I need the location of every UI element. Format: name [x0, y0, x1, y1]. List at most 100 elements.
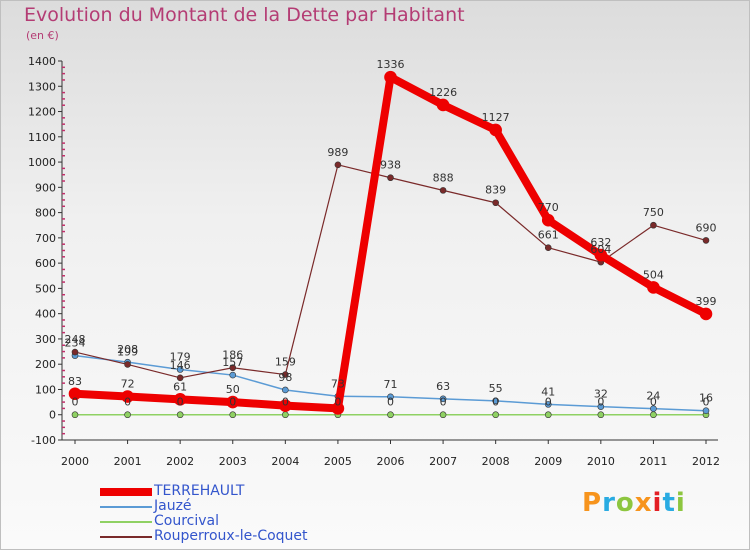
- data-label: 770: [538, 201, 559, 214]
- data-point: [439, 411, 447, 419]
- data-point: [71, 411, 79, 419]
- data-label: 1127: [482, 111, 510, 124]
- y-tick-label: 800: [35, 207, 56, 220]
- data-label: 661: [538, 229, 559, 242]
- logo-letter: o: [615, 488, 635, 518]
- data-point: [387, 393, 394, 401]
- data-label: 0: [650, 396, 657, 409]
- data-point: [492, 199, 499, 207]
- data-label: 179: [170, 351, 191, 364]
- legend-swatch: [100, 488, 152, 496]
- y-tick-label: 1000: [28, 156, 56, 169]
- y-tick-label: 1300: [28, 80, 56, 93]
- data-label: 234: [65, 337, 86, 350]
- data-label: 199: [117, 345, 138, 358]
- data-label: 83: [68, 375, 82, 388]
- y-tick-label: 300: [35, 333, 56, 346]
- legend-item: Rouperroux-le-Coquet: [100, 528, 400, 545]
- x-tick-label: 2012: [692, 455, 720, 468]
- legend-label: Rouperroux-le-Coquet: [154, 528, 308, 544]
- data-point: [124, 361, 131, 368]
- data-label: 0: [440, 396, 447, 409]
- data-label: 0: [334, 396, 341, 409]
- data-point: [282, 411, 289, 419]
- data-label: 989: [327, 146, 348, 159]
- data-point: [176, 366, 184, 373]
- data-label: 0: [387, 396, 394, 409]
- y-tick-label: 700: [35, 232, 56, 245]
- logo-letter: i: [675, 488, 686, 518]
- data-point: [597, 411, 605, 419]
- data-point: [176, 374, 184, 382]
- data-point: [176, 411, 184, 419]
- data-point: [436, 98, 450, 112]
- data-label: 71: [384, 378, 398, 391]
- logo-letter: P: [582, 488, 603, 518]
- data-point: [702, 407, 710, 414]
- data-point: [282, 386, 289, 394]
- chart-title: Evolution du Montant de la Dette par Hab…: [24, 4, 465, 26]
- data-label: 61: [173, 380, 187, 393]
- data-label: 938: [380, 159, 401, 172]
- data-point: [71, 348, 79, 356]
- x-tick-label: 2003: [219, 455, 247, 468]
- data-point: [121, 390, 134, 403]
- y-tick-label: 600: [35, 257, 56, 270]
- data-label: 1336: [377, 58, 405, 71]
- data-label: 72: [121, 378, 135, 391]
- data-label: 0: [124, 396, 131, 409]
- data-point: [699, 307, 713, 321]
- x-tick-label: 2002: [166, 455, 194, 468]
- x-tick-label: 2010: [587, 455, 615, 468]
- data-point: [68, 387, 82, 401]
- legend-label: TERREHAULT: [154, 483, 245, 499]
- y-tick-label: 1100: [28, 131, 56, 144]
- data-point: [650, 221, 657, 229]
- logo-letter: r: [602, 488, 616, 518]
- data-point: [334, 161, 342, 169]
- data-point: [702, 237, 710, 244]
- data-point: [384, 70, 397, 84]
- legend-item: Courcival: [100, 513, 400, 530]
- data-label: 146: [170, 359, 191, 372]
- legend-item: TERREHAULT: [100, 483, 400, 500]
- data-label: 399: [696, 295, 717, 308]
- data-label: 0: [703, 396, 710, 409]
- logo-letter: t: [662, 488, 676, 518]
- data-point: [229, 411, 237, 419]
- data-label: 0: [492, 396, 499, 409]
- data-label: 690: [696, 221, 717, 234]
- legend: TERREHAULT Jauzé Courcival Rouperroux-le-Co…: [100, 483, 400, 545]
- legend-swatch: [100, 521, 152, 523]
- data-label: 24: [646, 390, 660, 403]
- y-tick-label: 1400: [28, 55, 56, 68]
- data-point: [541, 213, 555, 227]
- data-label: 63: [436, 380, 450, 393]
- series-line: [74, 164, 707, 379]
- data-label: 632: [590, 236, 611, 249]
- legend-item: Jauzé: [100, 498, 400, 515]
- data-point: [544, 244, 552, 252]
- data-label: 0: [177, 396, 184, 409]
- data-label: 888: [433, 171, 454, 184]
- data-label: 504: [643, 268, 664, 281]
- data-point: [489, 123, 502, 137]
- data-point: [650, 411, 657, 419]
- proxiti-logo: Proxiti: [582, 488, 686, 518]
- data-label: 604: [590, 243, 611, 256]
- data-label: 0: [282, 396, 289, 409]
- data-label: 750: [643, 206, 664, 219]
- data-label: 839: [485, 184, 506, 197]
- chart-subtitle: (en €): [26, 29, 59, 42]
- data-point: [544, 411, 552, 419]
- y-tick-label: 0: [49, 409, 56, 422]
- x-tick-label: 2004: [271, 455, 299, 468]
- data-point: [229, 364, 237, 372]
- data-point: [647, 281, 660, 294]
- data-label: 16: [699, 392, 713, 405]
- x-tick-label: 2008: [482, 455, 510, 468]
- logo-letter: x: [634, 488, 653, 518]
- data-point: [387, 174, 394, 182]
